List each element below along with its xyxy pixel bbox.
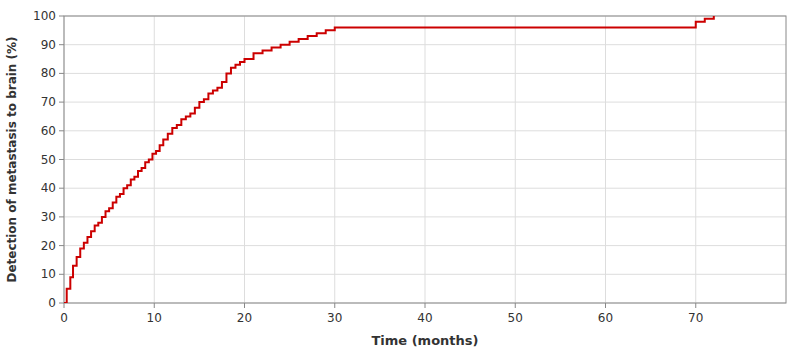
tick-label-y: 30 bbox=[41, 210, 56, 224]
chart: 0 10 20 30 40 50 60 70 0 10 20 30 40 50 60 70 80 90 100 Tim… bbox=[0, 0, 808, 355]
tick-label-x: 30 bbox=[327, 311, 342, 325]
grid-line-y bbox=[64, 216, 786, 217]
tick-y bbox=[59, 159, 64, 160]
tick-y bbox=[59, 188, 64, 189]
tick-label-y: 70 bbox=[41, 95, 56, 109]
tick-x bbox=[64, 303, 65, 308]
grid-line-y bbox=[64, 73, 786, 74]
tick-x bbox=[425, 303, 426, 308]
step-line bbox=[64, 16, 714, 303]
tick-x bbox=[154, 303, 155, 308]
tick-label-y: 0 bbox=[48, 296, 56, 310]
y-axis-label: Detection of metastasis to brain (%) bbox=[5, 36, 19, 282]
tick-label-x: 50 bbox=[508, 311, 523, 325]
tick-y bbox=[59, 303, 64, 304]
grid-line-y bbox=[64, 159, 786, 160]
tick-y bbox=[59, 102, 64, 103]
tick-label-x: 10 bbox=[147, 311, 162, 325]
tick-label-y: 50 bbox=[41, 153, 56, 167]
plot-area bbox=[64, 16, 786, 303]
tick-label-x: 70 bbox=[688, 311, 703, 325]
grid-line-y bbox=[64, 245, 786, 246]
tick-x bbox=[515, 303, 516, 308]
series bbox=[64, 16, 714, 303]
x-axis-label: Time (months) bbox=[371, 333, 478, 348]
grid-line-y bbox=[64, 44, 786, 45]
axes: 0 10 20 30 40 50 60 70 0 10 20 30 40 50 60 70 80 90 100 bbox=[33, 9, 786, 325]
tick-label-y: 20 bbox=[41, 239, 56, 253]
tick-x bbox=[244, 303, 245, 308]
tick-y bbox=[59, 274, 64, 275]
tick-label-x: 60 bbox=[598, 311, 613, 325]
grid bbox=[64, 16, 786, 303]
tick-x bbox=[334, 303, 335, 308]
tick-x bbox=[605, 303, 606, 308]
tick-y bbox=[59, 73, 64, 74]
tick-label-y: 10 bbox=[41, 267, 56, 281]
grid-line-y bbox=[64, 102, 786, 103]
grid-line-y bbox=[64, 274, 786, 275]
tick-label-y: 90 bbox=[41, 38, 56, 52]
tick-y bbox=[59, 245, 64, 246]
plot-frame bbox=[64, 16, 786, 303]
tick-label-y: 80 bbox=[41, 66, 56, 80]
tick-y bbox=[59, 44, 64, 45]
tick-x bbox=[695, 303, 696, 308]
tick-y bbox=[59, 216, 64, 217]
tick-label-y: 40 bbox=[41, 181, 56, 195]
tick-y bbox=[59, 130, 64, 131]
tick-label-x: 40 bbox=[417, 311, 432, 325]
tick-y bbox=[59, 16, 64, 17]
grid-line-y bbox=[64, 188, 786, 189]
tick-label-x: 0 bbox=[60, 311, 68, 325]
tick-label-y: 100 bbox=[33, 9, 56, 23]
tick-label-x: 20 bbox=[237, 311, 252, 325]
tick-label-y: 60 bbox=[41, 124, 56, 138]
